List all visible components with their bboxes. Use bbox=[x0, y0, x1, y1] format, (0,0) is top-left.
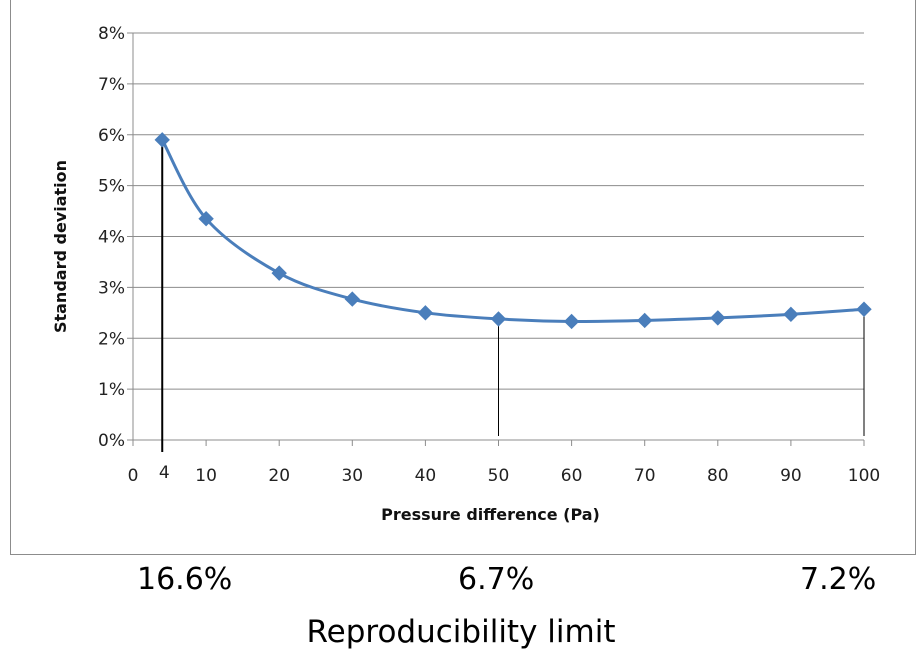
x-tick-label-7: 70 bbox=[634, 466, 656, 486]
y-tick-label-0: 0% bbox=[98, 431, 125, 451]
data-point-90 bbox=[783, 306, 799, 323]
data-point-30 bbox=[344, 291, 361, 307]
y-tick-label-1: 1% bbox=[98, 380, 125, 400]
x-tick-label-extra: 4 bbox=[159, 463, 170, 483]
y-axis-title: Standard deviation bbox=[51, 160, 70, 333]
x-tick-label-2: 20 bbox=[268, 466, 290, 486]
chart-frame bbox=[10, 0, 916, 555]
x-tick-label-0: 0 bbox=[128, 466, 139, 486]
reproducibility-value-50pa: 6.7% bbox=[458, 562, 535, 597]
y-tick-label-7: 7% bbox=[98, 75, 125, 95]
data-point-50 bbox=[490, 311, 507, 327]
x-tick-label-6: 60 bbox=[561, 466, 583, 486]
y-tick-label-3: 3% bbox=[98, 278, 125, 298]
data-point-4 bbox=[154, 132, 170, 148]
reproducibility-value-100pa: 7.2% bbox=[800, 562, 877, 597]
x-tick-label-8: 80 bbox=[707, 466, 729, 486]
reproducibility-value-4pa: 16.6% bbox=[137, 562, 233, 597]
data-point-100 bbox=[856, 301, 872, 317]
reproducibility-limit-label: Reproducibility limit bbox=[306, 614, 616, 650]
x-tick-label-9: 90 bbox=[780, 466, 802, 486]
y-tick-label-8: 8% bbox=[98, 24, 125, 44]
data-point-60 bbox=[563, 313, 580, 330]
x-tick-label-1: 10 bbox=[195, 466, 217, 486]
y-tick-label-6: 6% bbox=[98, 126, 125, 146]
x-tick-label-10: 100 bbox=[848, 466, 880, 486]
series-line bbox=[160, 139, 865, 324]
data-point-40 bbox=[417, 305, 434, 321]
x-tick-label-5: 50 bbox=[488, 466, 510, 486]
y-tick-label-2: 2% bbox=[98, 329, 125, 349]
x-axis-title: Pressure difference (Pa) bbox=[381, 505, 600, 524]
y-tick-label-4: 4% bbox=[98, 228, 125, 248]
data-point-10 bbox=[198, 210, 214, 227]
line-chart: 0% 1% 2% 3% 4% 5% 6% 7% 8% 0 10 20 30 40 50 60 70 80 90 100… bbox=[51, 24, 880, 524]
data-point-70 bbox=[636, 312, 653, 329]
y-tick-label-5: 5% bbox=[98, 177, 125, 197]
x-tick-label-3: 30 bbox=[341, 466, 363, 486]
x-tick-label-4: 40 bbox=[415, 466, 437, 486]
data-point-20 bbox=[271, 265, 287, 281]
data-point-80 bbox=[710, 310, 726, 326]
